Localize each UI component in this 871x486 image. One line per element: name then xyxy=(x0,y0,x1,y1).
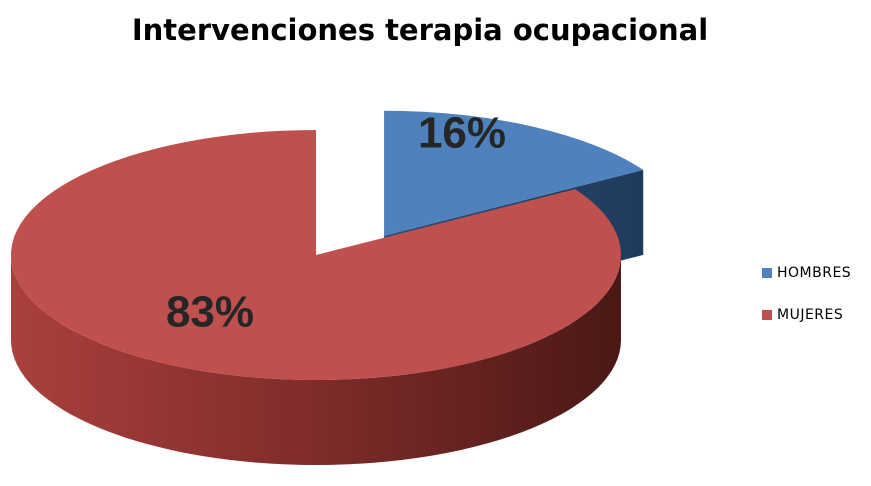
value-label: 16% xyxy=(418,109,506,158)
slice-side xyxy=(11,255,621,465)
slice xyxy=(384,110,644,236)
legend-swatch xyxy=(762,310,772,320)
legend-swatch xyxy=(762,268,772,278)
value-label: 83% xyxy=(166,288,254,337)
legend-label: MUJERES xyxy=(777,307,843,323)
legend-label: HOMBRES xyxy=(777,265,851,281)
chart-title: Intervenciones terapia ocupacional xyxy=(132,13,708,47)
slice xyxy=(11,130,622,380)
